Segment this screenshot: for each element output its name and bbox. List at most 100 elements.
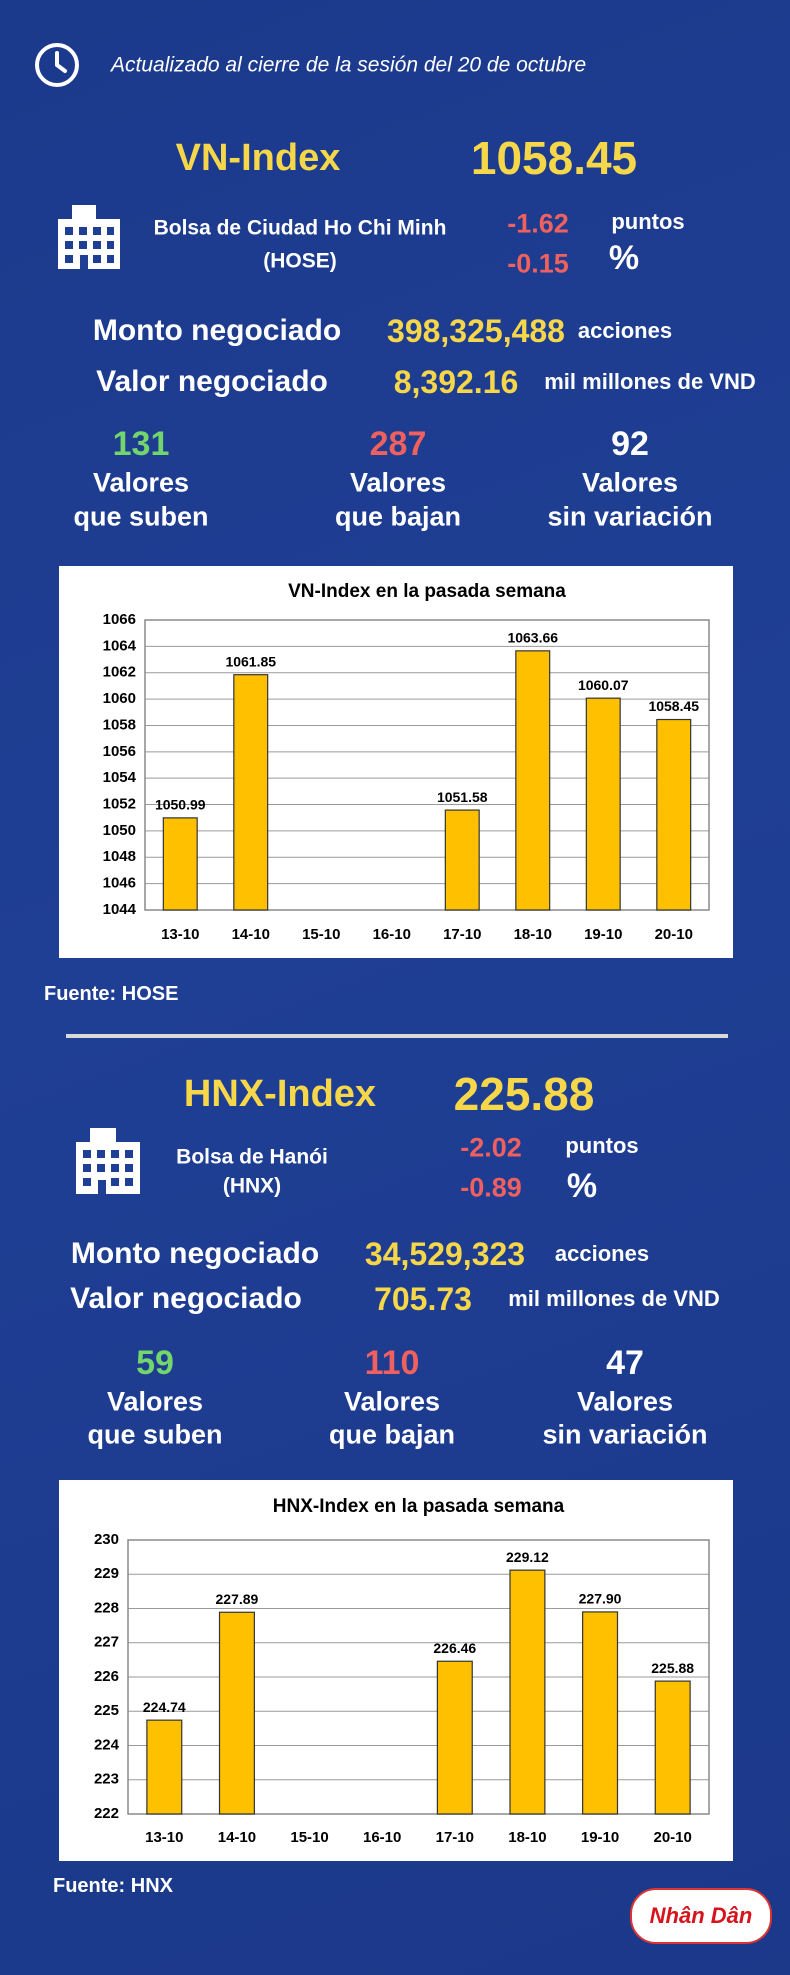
value: 8,392.16 bbox=[393, 364, 519, 400]
x-tick-label: 16-10 bbox=[373, 926, 411, 943]
flat-count: 92 bbox=[611, 425, 649, 463]
data-label: 1060.07 bbox=[578, 677, 629, 693]
points-unit: puntos bbox=[565, 1133, 639, 1158]
flat-label: sin variación bbox=[547, 501, 713, 532]
percent-unit: % bbox=[608, 239, 640, 277]
value: 705.73 bbox=[374, 1281, 472, 1317]
volume-label: Monto negociado bbox=[92, 314, 342, 347]
change-percent: -0.89 bbox=[460, 1172, 522, 1203]
points-unit: puntos bbox=[611, 209, 685, 234]
data-label: 227.90 bbox=[579, 1591, 622, 1607]
up-label: que suben bbox=[73, 501, 209, 532]
y-tick-label: 1054 bbox=[103, 769, 137, 786]
change-points: -2.02 bbox=[460, 1132, 522, 1163]
clock-icon bbox=[35, 43, 79, 87]
bar bbox=[233, 674, 269, 911]
data-label: 1050.99 bbox=[155, 797, 206, 813]
y-tick-label: 1048 bbox=[103, 848, 136, 865]
y-tick-label: 1052 bbox=[103, 796, 136, 813]
data-label: 1051.58 bbox=[437, 789, 488, 805]
y-tick-label: 223 bbox=[94, 1771, 119, 1788]
plot-frame bbox=[127, 1539, 710, 1815]
y-tick-label: 224 bbox=[94, 1736, 120, 1753]
logo-badge bbox=[630, 1888, 772, 1944]
data-label: 229.12 bbox=[506, 1549, 549, 1565]
x-tick-label: 14-10 bbox=[232, 926, 270, 943]
bar bbox=[146, 1719, 183, 1815]
data-label: 226.46 bbox=[433, 1640, 476, 1656]
bar bbox=[436, 1660, 473, 1815]
y-tick-label: 1044 bbox=[103, 901, 137, 918]
y-tick-label: 228 bbox=[94, 1599, 119, 1616]
x-tick-label: 13-10 bbox=[161, 926, 199, 943]
y-tick-label: 229 bbox=[94, 1565, 119, 1582]
data-label: 1063.66 bbox=[507, 630, 558, 646]
value-unit: mil millones de VND bbox=[544, 369, 756, 394]
volume: 34,529,323 bbox=[364, 1236, 526, 1272]
index-name: HNX-Index bbox=[183, 1073, 377, 1115]
x-tick-label: 18-10 bbox=[508, 1829, 546, 1846]
chart: VN-Index en la pasada semana 1044 1046 1048… bbox=[59, 566, 733, 958]
y-tick-label: 230 bbox=[94, 1531, 119, 1548]
data-label: 1061.85 bbox=[225, 653, 276, 669]
bar bbox=[218, 1611, 255, 1815]
divider bbox=[66, 1034, 728, 1038]
x-tick-label: 20-10 bbox=[654, 1829, 692, 1846]
x-tick-label: 14-10 bbox=[218, 1829, 256, 1846]
bar bbox=[656, 718, 692, 911]
y-tick-label: 1046 bbox=[103, 875, 136, 892]
building-icon bbox=[76, 1128, 140, 1194]
down-label: Valores bbox=[343, 1386, 441, 1417]
volume-unit: acciones bbox=[577, 318, 673, 343]
building-icon bbox=[58, 205, 120, 269]
value-label: Valor negociado bbox=[96, 365, 328, 398]
bar bbox=[582, 1611, 619, 1815]
y-tick-label: 225 bbox=[94, 1702, 119, 1719]
y-tick-label: 1066 bbox=[103, 611, 136, 628]
volume: 398,325,488 bbox=[387, 313, 565, 349]
down-label: Valores bbox=[349, 467, 447, 498]
bar bbox=[444, 809, 480, 911]
y-tick-label: 1062 bbox=[103, 664, 136, 681]
exchange-name: Bolsa de Hanói bbox=[176, 1145, 328, 1169]
x-tick-label: 16-10 bbox=[363, 1829, 401, 1846]
y-tick-label: 226 bbox=[94, 1668, 119, 1685]
exchange-code: (HOSE) bbox=[263, 249, 337, 273]
x-tick-label: 19-10 bbox=[584, 926, 622, 943]
data-label: 227.89 bbox=[216, 1591, 259, 1607]
source: Fuente: HOSE bbox=[44, 983, 179, 1005]
value-unit: mil millones de VND bbox=[508, 1286, 720, 1311]
bar bbox=[654, 1680, 691, 1815]
y-tick-label: 1058 bbox=[103, 716, 136, 733]
x-tick-label: 15-10 bbox=[290, 1829, 328, 1846]
x-tick-label: 20-10 bbox=[655, 926, 693, 943]
y-tick-label: 227 bbox=[94, 1634, 119, 1651]
down-label: que bajan bbox=[334, 501, 462, 532]
flat-label: sin variación bbox=[542, 1419, 708, 1450]
y-tick-label: 1056 bbox=[103, 743, 136, 760]
x-tick-label: 17-10 bbox=[443, 926, 481, 943]
volume-label: Monto negociado bbox=[70, 1237, 320, 1270]
down-count: 110 bbox=[364, 1344, 420, 1382]
change-percent: -0.15 bbox=[507, 248, 569, 279]
index-value: 225.88 bbox=[453, 1068, 595, 1120]
volume-unit: acciones bbox=[554, 1241, 650, 1266]
x-tick-label: 19-10 bbox=[581, 1829, 619, 1846]
x-tick-label: 17-10 bbox=[436, 1829, 474, 1846]
data-label: 225.88 bbox=[651, 1660, 694, 1676]
bar bbox=[509, 1569, 546, 1815]
value-label: Valor negociado bbox=[70, 1282, 302, 1315]
plot-frame bbox=[144, 619, 710, 911]
up-label: Valores bbox=[92, 467, 190, 498]
source: Fuente: HNX bbox=[53, 1875, 173, 1897]
up-label: que suben bbox=[87, 1419, 223, 1450]
flat-label: Valores bbox=[576, 1386, 674, 1417]
y-tick-label: 1064 bbox=[103, 637, 137, 654]
bar bbox=[162, 817, 198, 911]
index-name: VN-Index bbox=[175, 137, 341, 179]
chart-title: VN-Index en la pasada semana bbox=[288, 581, 566, 602]
exchange-name: Bolsa de Ciudad Ho Chi Minh bbox=[153, 216, 447, 240]
x-tick-label: 18-10 bbox=[514, 926, 552, 943]
y-tick-label: 222 bbox=[94, 1805, 119, 1822]
